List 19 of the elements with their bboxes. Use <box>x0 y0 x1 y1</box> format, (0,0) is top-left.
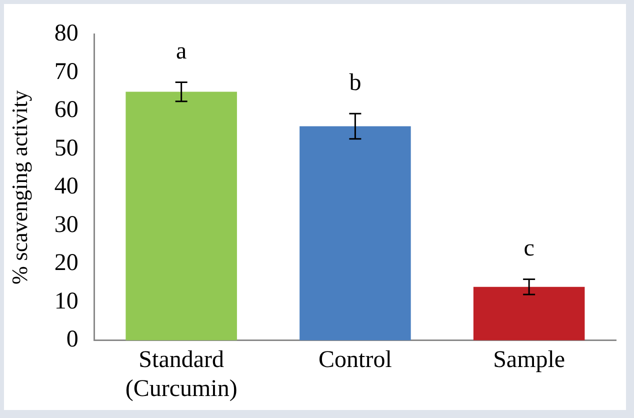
y-axis-title: % scavenging activity <box>6 90 32 285</box>
annotation: a <box>176 38 188 65</box>
y-tick-label: 20 <box>54 250 78 276</box>
bar <box>473 286 585 340</box>
x-tick-label: Control <box>318 347 392 374</box>
x-tick-label: Sample <box>493 347 566 374</box>
y-tick-label: 0 <box>66 326 78 353</box>
annotation: c <box>524 235 534 262</box>
y-tick-label: 80 <box>54 20 78 47</box>
y-tick-label: 70 <box>54 58 78 85</box>
y-tick-label: 10 <box>54 288 78 314</box>
bar <box>300 126 411 340</box>
y-tick-label: 50 <box>54 135 78 162</box>
bar <box>126 92 237 340</box>
x-tick-label: Standard (Curcumin) <box>125 347 238 402</box>
y-tick-label: 40 <box>54 174 78 200</box>
annotation: b <box>349 70 362 96</box>
y-tick-label: 60 <box>54 97 78 124</box>
y-tick-label: 30 <box>54 212 78 238</box>
